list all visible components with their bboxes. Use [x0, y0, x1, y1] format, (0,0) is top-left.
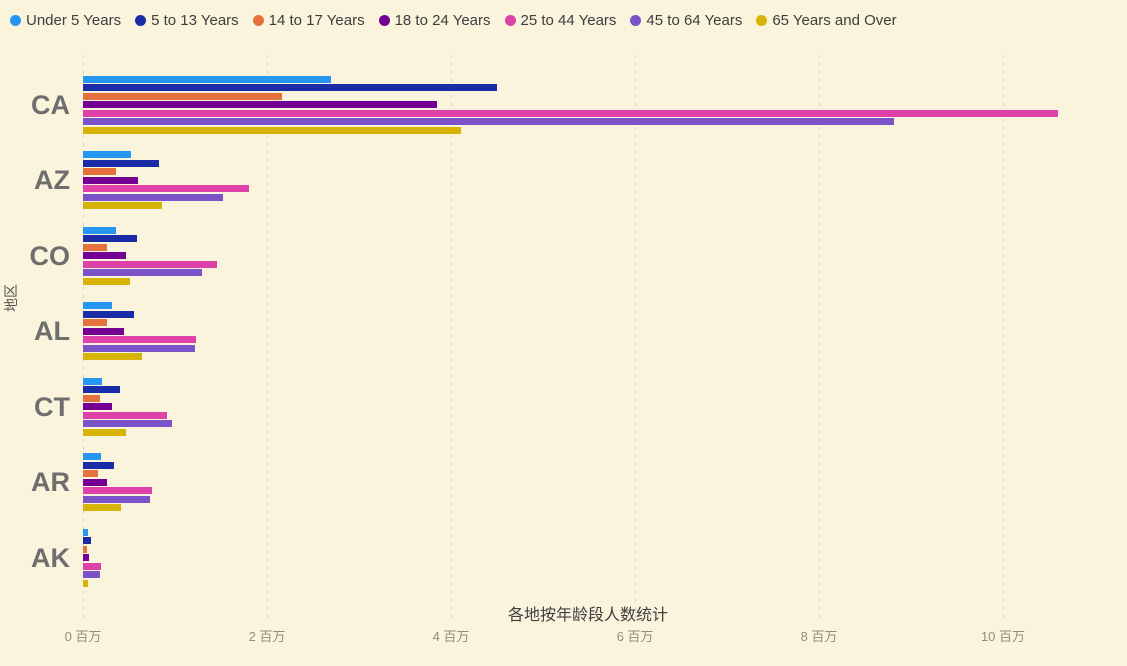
bar[interactable] [83, 328, 124, 335]
x-tick-label: 2 百万 [248, 629, 286, 644]
legend-dot-icon [378, 14, 390, 26]
bar[interactable] [83, 462, 114, 469]
bar[interactable] [83, 537, 91, 544]
bar[interactable] [83, 319, 107, 326]
x-tick-label: 8 百万 [800, 629, 838, 644]
bar[interactable] [83, 177, 138, 184]
legend-dot-icon [252, 14, 264, 26]
bar[interactable] [83, 378, 102, 385]
legend-dot-icon [135, 14, 147, 26]
legend-item[interactable]: 25 to 44 Years [504, 11, 617, 29]
bar[interactable] [83, 386, 120, 393]
legend-item[interactable]: 18 to 24 Years [378, 11, 491, 29]
legend-label: 18 to 24 Years [394, 11, 491, 29]
bar[interactable] [83, 470, 98, 477]
x-tick-label: 10 百万 [980, 629, 1026, 644]
bar[interactable] [83, 412, 167, 419]
bar[interactable] [83, 194, 223, 201]
legend-item[interactable]: 14 to 17 Years [252, 11, 365, 29]
bar[interactable] [83, 84, 497, 91]
bar[interactable] [83, 429, 126, 436]
x-tick-label: 4 百万 [432, 629, 470, 644]
bar[interactable] [83, 546, 87, 553]
bar[interactable] [83, 353, 142, 360]
legend: Under 5 Years 5 to 13 Years 14 to 17 Years… [10, 9, 897, 31]
bar[interactable] [83, 168, 116, 175]
bar[interactable] [83, 252, 126, 259]
bar[interactable] [83, 227, 116, 234]
legend-label: 14 to 17 Years [268, 11, 365, 29]
legend-dot-icon [504, 14, 516, 26]
bar[interactable] [83, 118, 894, 125]
bar[interactable] [83, 420, 172, 427]
y-category-label: CA [31, 89, 70, 120]
gridline [1003, 55, 1004, 623]
bar[interactable] [83, 261, 217, 268]
legend-label: 25 to 44 Years [520, 11, 617, 29]
bar[interactable] [83, 395, 100, 402]
bar[interactable] [83, 160, 159, 167]
bar[interactable] [83, 554, 89, 561]
bar[interactable] [83, 202, 162, 209]
bar[interactable] [83, 269, 202, 276]
bar[interactable] [83, 345, 195, 352]
bar[interactable] [83, 580, 88, 587]
bar[interactable] [83, 311, 134, 318]
gridline [635, 55, 636, 623]
y-category-label: AK [31, 542, 70, 573]
gridline [267, 55, 268, 623]
bar[interactable] [83, 563, 101, 570]
bar[interactable] [83, 302, 112, 309]
x-tick-label: 0 百万 [64, 629, 102, 644]
bar[interactable] [83, 487, 152, 494]
bar[interactable] [83, 336, 196, 343]
y-category-label: AR [31, 467, 70, 497]
legend-label: 45 to 64 Years [646, 11, 743, 29]
y-category-label: CT [34, 391, 70, 422]
bar[interactable] [83, 403, 112, 410]
y-axis-title: 地区 [3, 284, 19, 312]
bar[interactable] [83, 244, 107, 251]
legend-dot-icon [630, 14, 642, 26]
legend-label: 5 to 13 Years [151, 11, 239, 29]
bar[interactable] [83, 127, 461, 134]
bar[interactable] [83, 93, 282, 100]
legend-dot-icon [10, 14, 21, 26]
y-category-label: CO [29, 240, 71, 271]
y-category-label: AL [34, 316, 70, 346]
legend-dot-icon [756, 14, 768, 26]
bar[interactable] [83, 235, 137, 242]
bar[interactable] [83, 571, 100, 578]
legend-label: Under 5 Years [26, 11, 122, 29]
bar[interactable] [83, 529, 88, 536]
chart-title: 各地按年龄段人数统计 [507, 607, 668, 624]
bar[interactable] [83, 453, 101, 460]
legend-item[interactable]: 45 to 64 Years [630, 12, 742, 29]
bar[interactable] [83, 504, 121, 511]
legend-item[interactable]: 65 Years and Over [756, 11, 897, 29]
bar[interactable] [83, 110, 1058, 117]
legend-item[interactable]: Under 5 Years [10, 12, 121, 29]
bar[interactable] [83, 151, 131, 158]
y-category-label: AZ [34, 165, 70, 195]
bar[interactable] [83, 479, 107, 486]
gridline [819, 55, 820, 623]
gridline [451, 55, 452, 623]
x-tick-label: 6 百万 [616, 629, 654, 644]
legend-label: 65 Years and Over [772, 11, 897, 29]
plot-area: CA AZ CO AL CT AR AK 0 百万 2 百万 4 百万 6 百万 8 百万 10 百万 [0, 40, 1127, 666]
bar[interactable] [83, 278, 130, 285]
bar[interactable] [83, 101, 437, 108]
bar[interactable] [83, 185, 249, 192]
bar[interactable] [83, 76, 331, 83]
bar[interactable] [83, 496, 150, 503]
legend-item[interactable]: 5 to 13 Years [135, 12, 239, 29]
